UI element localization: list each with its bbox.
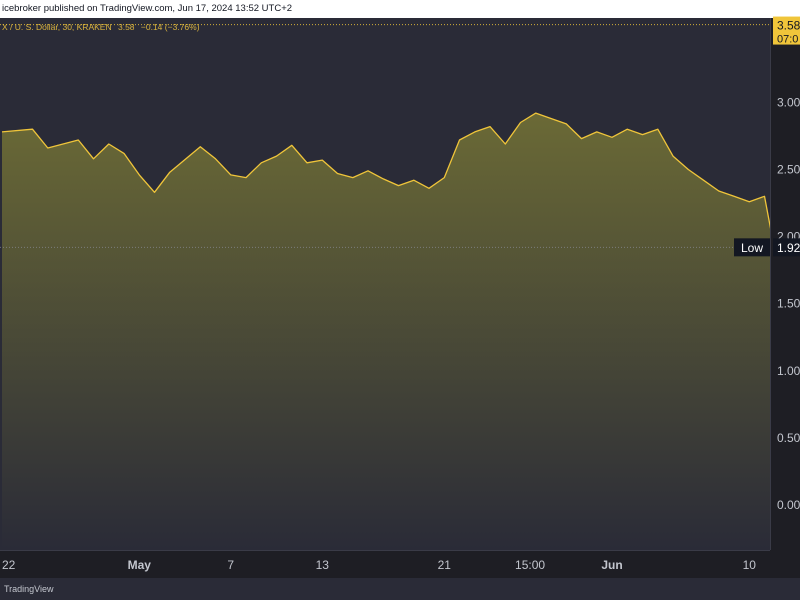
x-tick-label: 13 — [316, 558, 330, 572]
series-area — [2, 113, 800, 550]
x-tick-label: 10 — [743, 558, 757, 572]
published-text: icebroker published on TradingView.com, … — [2, 3, 293, 14]
x-tick-label: 7 — [227, 558, 234, 572]
symbol-legend: X / U. S. Dollar, 30, KRAKEN 3.58 −0.14 … — [2, 22, 200, 32]
x-tick-label: 21 — [438, 558, 452, 572]
last-price-value: 3.58 — [777, 19, 800, 33]
y-tick-label: 3.00 — [777, 95, 800, 109]
publish-info-bar: icebroker published on TradingView.com, … — [0, 0, 800, 18]
footer-bar: TradingView — [0, 578, 800, 600]
y-tick-label: 0.00 — [777, 498, 800, 512]
low-value: 1.92 — [777, 241, 800, 255]
last-price: 3.58 — [117, 22, 135, 32]
x-tick-label: 22 — [2, 558, 16, 572]
y-tick-label: 1.50 — [777, 297, 800, 311]
bar-countdown: 07:0 — [777, 34, 798, 46]
y-tick-label: 0.50 — [777, 431, 800, 445]
tradingview-logo[interactable]: TradingView — [4, 584, 54, 594]
price-change-pct: (−3.76%) — [164, 22, 200, 32]
y-tick-label: 2.50 — [777, 163, 800, 177]
price-axis — [770, 18, 800, 550]
x-tick-label: May — [128, 558, 152, 572]
symbol-text: X / U. S. Dollar, 30, KRAKEN — [2, 22, 112, 32]
last-price-tag — [773, 16, 800, 45]
series-line — [1, 112, 800, 244]
x-tick-label: 15:00 — [515, 558, 545, 572]
low-label-box — [734, 238, 770, 257]
y-tick-label: 1.00 — [777, 364, 800, 378]
price-change: −0.14 — [140, 22, 163, 32]
x-tick-label: Jun — [601, 558, 622, 572]
low-value-box — [773, 238, 800, 257]
time-axis — [0, 550, 800, 578]
low-label: Low — [741, 241, 763, 255]
